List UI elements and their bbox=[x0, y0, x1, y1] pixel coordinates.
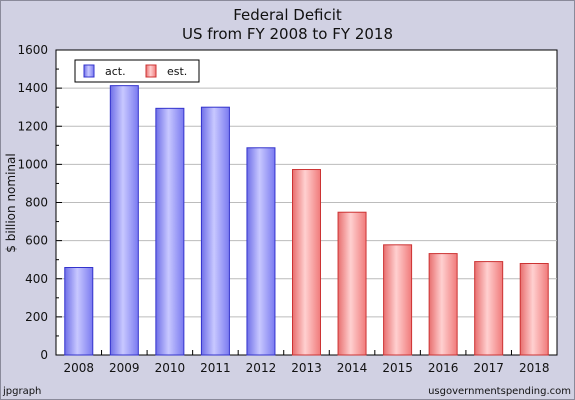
x-tick-label-2012: 2012 bbox=[246, 361, 277, 375]
bar-2008 bbox=[64, 267, 94, 356]
bar-2016 bbox=[428, 253, 458, 356]
y-tick-label: 200 bbox=[25, 310, 48, 324]
bar-2014 bbox=[337, 211, 367, 356]
bar-2011 bbox=[200, 106, 230, 356]
x-tick-label-2011: 2011 bbox=[200, 361, 231, 375]
x-tick-label-2008: 2008 bbox=[63, 361, 94, 375]
y-tick-label: 400 bbox=[25, 272, 48, 286]
x-tick-label-2018: 2018 bbox=[519, 361, 550, 375]
bar-2018 bbox=[519, 263, 549, 356]
y-tick-label: 1600 bbox=[17, 43, 48, 57]
y-tick-label: 1000 bbox=[17, 157, 48, 171]
x-tick-label-2014: 2014 bbox=[337, 361, 368, 375]
y-tick-label: 600 bbox=[25, 234, 48, 248]
bar-2010 bbox=[155, 107, 185, 356]
y-tick-label: 1400 bbox=[17, 81, 48, 95]
bar-2015 bbox=[383, 244, 413, 356]
y-tick-label: 0 bbox=[40, 348, 48, 362]
bar-2013 bbox=[292, 169, 321, 356]
x-tick-label-2013: 2013 bbox=[291, 361, 322, 375]
chart-subtitle: US from FY 2008 to FY 2018 bbox=[181, 25, 393, 43]
chart-title: Federal Deficit bbox=[233, 6, 342, 24]
axes: 0 200 400 600 800 1000 1200 1400 1600 2008 2009 201… bbox=[17, 43, 549, 375]
legend: act. est. bbox=[74, 59, 200, 83]
y-tick-label: 800 bbox=[25, 196, 48, 210]
footer-source: usgovernmentspending.com bbox=[428, 386, 571, 397]
y-axis-label: $ billion nominal bbox=[4, 153, 18, 252]
x-tick-label-2015: 2015 bbox=[382, 361, 413, 375]
legend-swatch-est bbox=[145, 64, 157, 78]
legend-box bbox=[74, 59, 200, 83]
bars bbox=[64, 85, 549, 356]
bar-2012 bbox=[246, 147, 276, 356]
legend-label-act: act. bbox=[105, 65, 126, 78]
bar-2017 bbox=[474, 261, 504, 356]
legend-label-est: est. bbox=[167, 65, 187, 78]
y-tick-label: 1200 bbox=[17, 119, 48, 133]
x-tick-label-2017: 2017 bbox=[473, 361, 504, 375]
x-tick-label-2016: 2016 bbox=[428, 361, 459, 375]
footer-credit-jpgraph: jpgraph bbox=[3, 386, 42, 397]
x-tick-label-2009: 2009 bbox=[109, 361, 140, 375]
bar-2009 bbox=[109, 85, 139, 356]
legend-swatch-act bbox=[83, 64, 95, 78]
x-tick-label-2010: 2010 bbox=[155, 361, 186, 375]
